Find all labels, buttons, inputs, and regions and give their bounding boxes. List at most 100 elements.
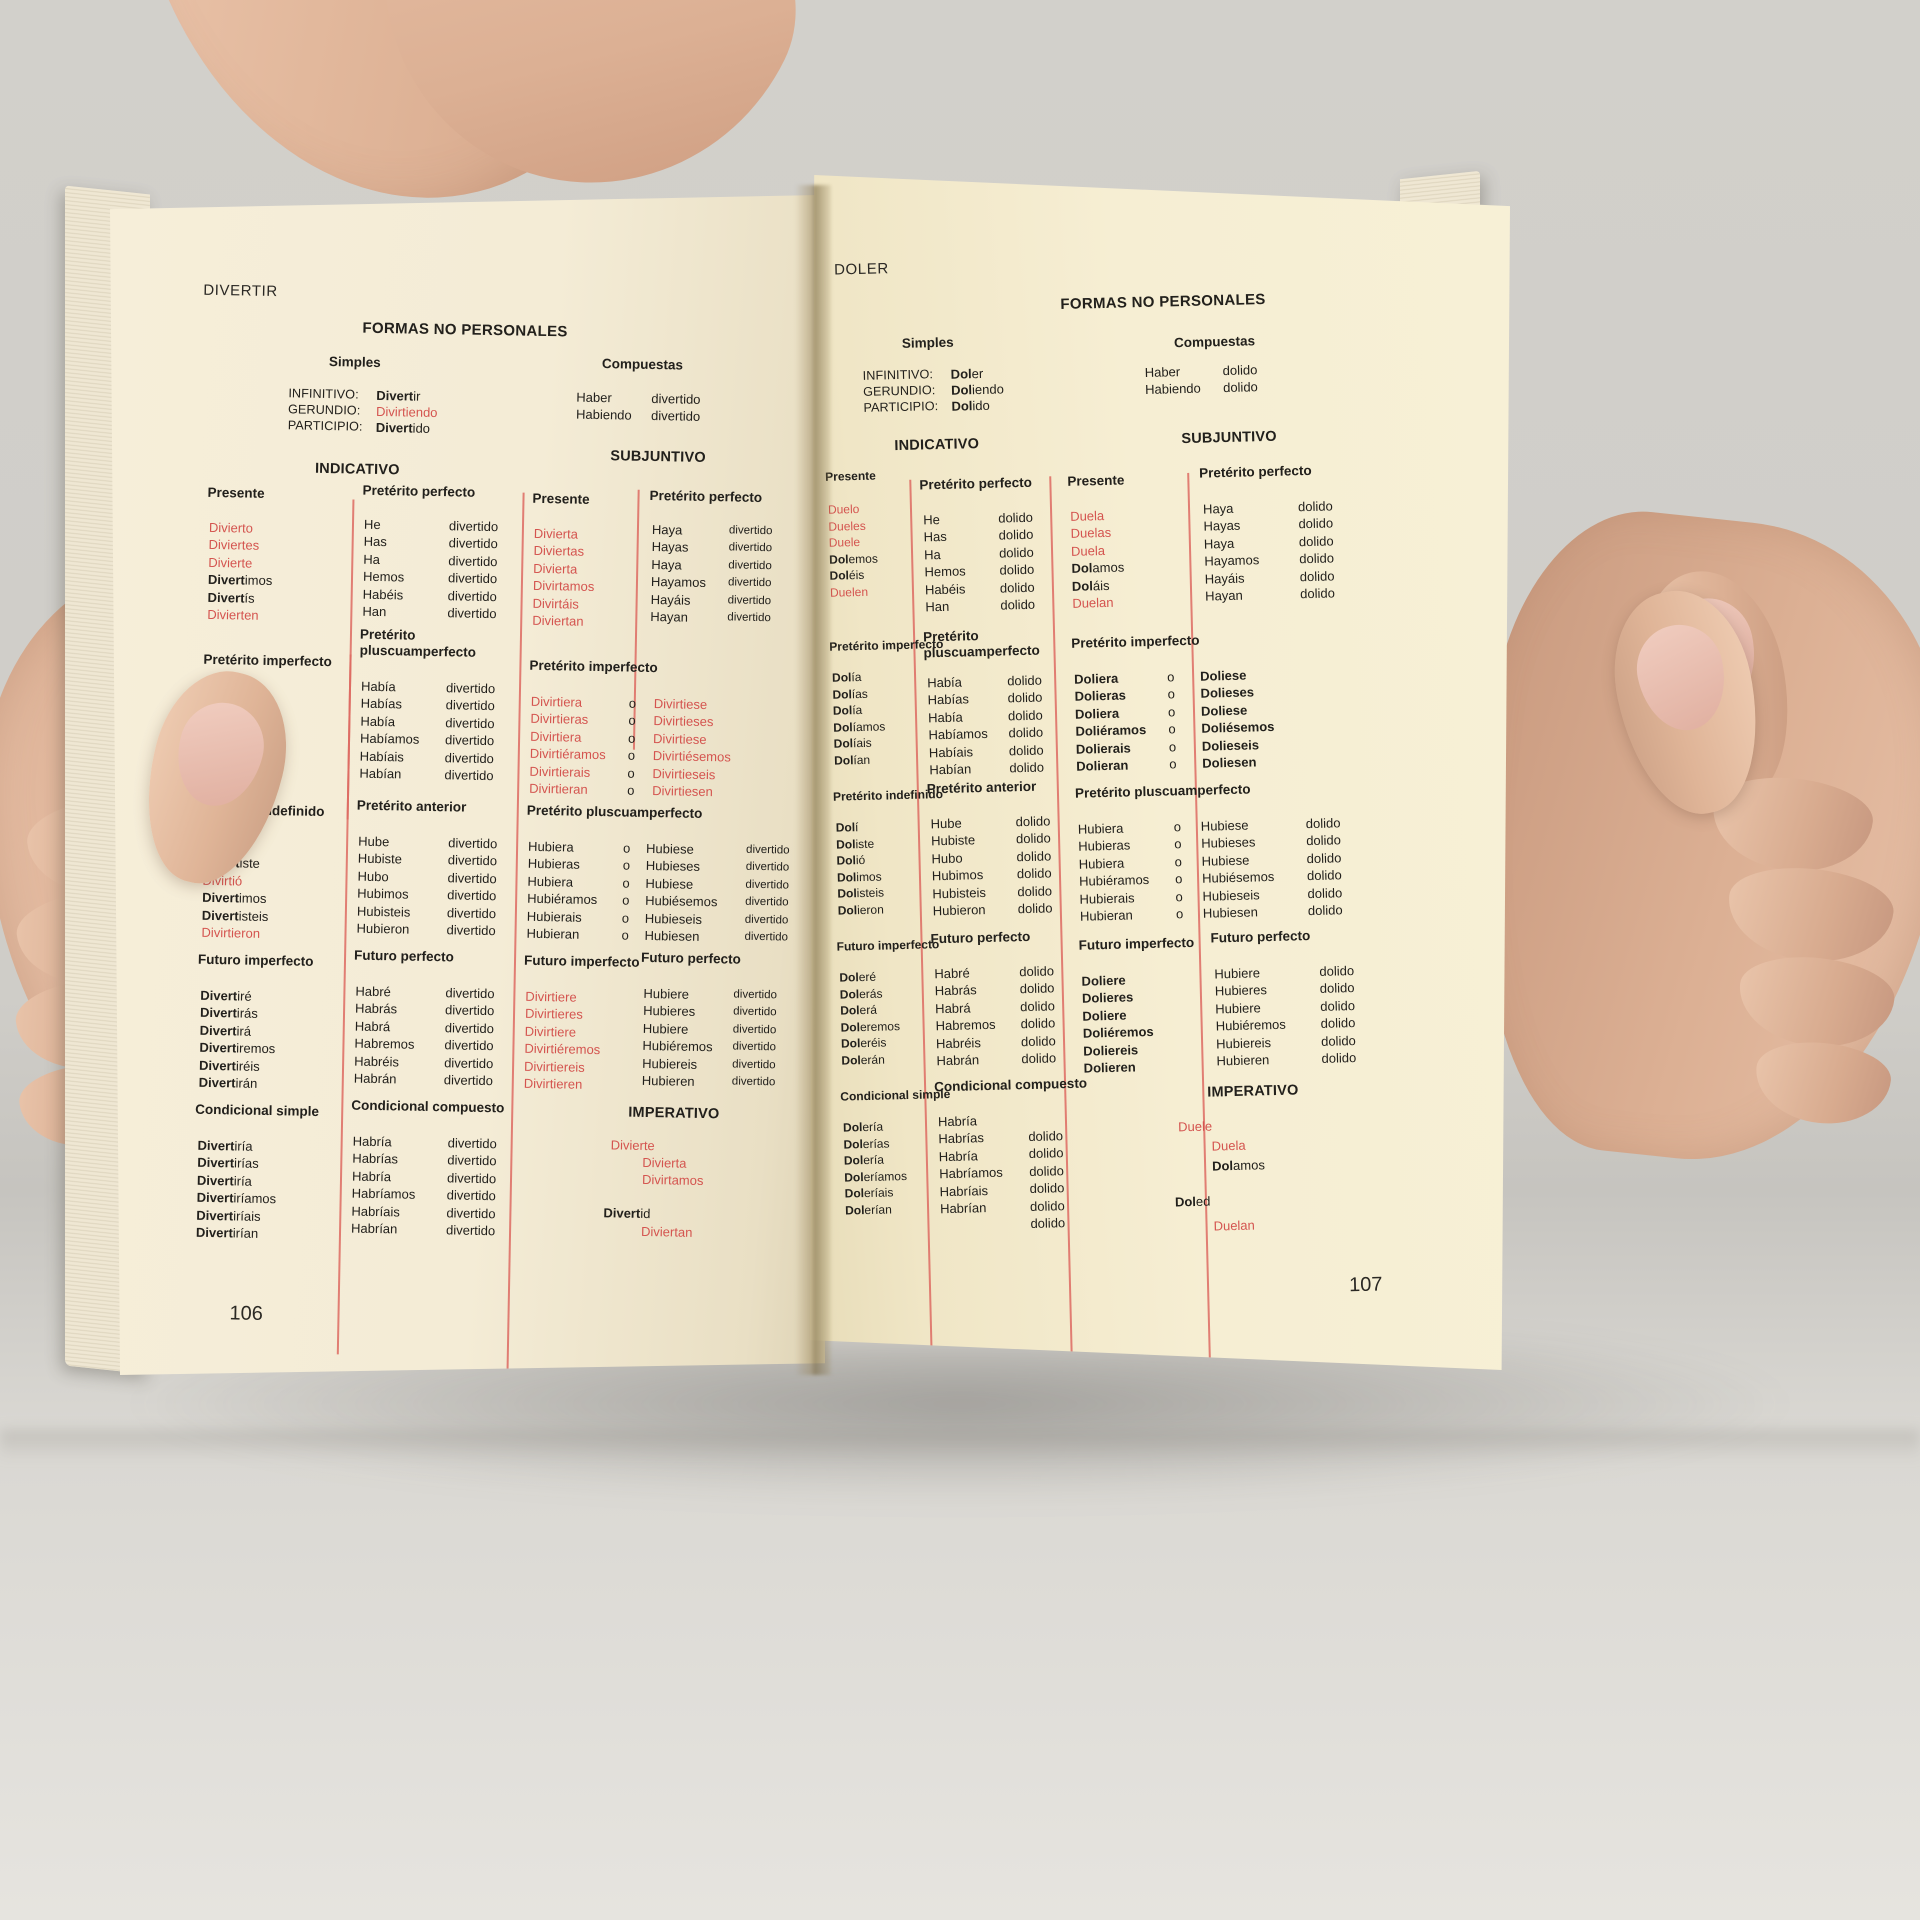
right-page-number: 107 <box>1348 1273 1383 1297</box>
right-running-head: DOLER <box>833 260 889 279</box>
right-sub-pretimp-head: Pretérito imperfecto <box>1071 632 1200 651</box>
left-ind-condcomp-head: Condicional compuesto <box>351 1097 505 1116</box>
right-imp-line3: Dolamos <box>1211 1157 1266 1174</box>
left-participio-label: PARTICIPIO: <box>287 418 363 434</box>
right-sub-futimp-forms: Doliere Dolieres Doliere Doliéremos Doli… <box>1081 972 1154 1076</box>
left-imp-line2: Divierta <box>642 1154 687 1171</box>
right-indicativo-title: INDICATIVO <box>894 436 980 455</box>
right-imp-line4: Doled <box>1174 1193 1211 1210</box>
left-ind-anterior-part: divertido divertido divertido divertido … <box>446 835 498 939</box>
right-compuestas-part: dolido dolido <box>1222 362 1258 396</box>
left-gerundio-label: GERUNDIO: <box>287 402 361 418</box>
right-ind-presente-forms: Duelo Dueles Duele Dolemos Doléis Duelen <box>827 501 879 600</box>
left-sub-pretimp-formsA: Divirtiera Divirtieras Divirtiera Divirt… <box>529 693 606 797</box>
left-infinitivo-label: INFINITIVO: <box>288 386 359 402</box>
left-formas-no-personales-title: FORMAS NO PERSONALES <box>362 319 568 341</box>
left-ind-condsimple-forms: Divertiría Divertirías Divertiría Divert… <box>195 1137 277 1241</box>
left-sub-presente-head: Presente <box>532 490 590 507</box>
right-sub-pretimp-formsA: Doliera Dolieras Doliera Doliéramos Doli… <box>1074 670 1147 774</box>
right-ind-futimp-head: Futuro imperfecto <box>836 937 940 954</box>
right-imp-line5: Duelan <box>1213 1217 1255 1234</box>
right-ind-condcomp-part: dolido dolido dolido dolido dolido dolid… <box>1028 1128 1066 1232</box>
left-ind-pretimp-head: Pretérito imperfecto <box>203 651 332 670</box>
left-running-head: DIVERTIR <box>203 281 278 301</box>
left-sub-futperf-head: Futuro perfecto <box>640 949 741 967</box>
right-ind-pretimp-forms: Dolía Dolías Dolía Dolíamos Dolíais Dolí… <box>831 669 886 768</box>
left-ind-pretperf-aux: He Has Ha Hemos Habéis Han <box>362 516 405 620</box>
right-ind-anterior-aux: Hube Hubiste Hubo Hubimos Hubisteis Hubi… <box>930 815 987 919</box>
left-sub-plusc-conj: o o o o o o <box>621 840 631 943</box>
right-sub-presente-forms: Duela Duelas Duela Dolamos Doláis Duelan <box>1070 508 1125 611</box>
right-sub-plusc-auxA: Hubiera Hubieras Hubiera Hubiéramos Hubi… <box>1077 820 1150 924</box>
left-sub-plusc-auxB: Hubiese Hubieses Hubiese Hubiésemos Hubi… <box>644 840 718 944</box>
left-ind-anterior-aux: Hube Hubiste Hubo Hubimos Hubisteis Hubi… <box>356 833 411 937</box>
left-subjuntivo-title: SUBJUNTIVO <box>610 448 706 466</box>
right-ind-pretperf-head: Pretérito perfecto <box>919 474 1033 493</box>
left-ind-condcomp-aux: Habría Habrías Habría Habríamos Habríais… <box>350 1133 416 1237</box>
left-indicativo-title: INDICATIVO <box>314 460 400 479</box>
right-ind-pretperf-part: dolido dolido dolido dolido dolido dolid… <box>998 509 1036 613</box>
left-ind-plusc-part: divertido divertido divertido divertido … <box>444 680 496 784</box>
right-ind-condcomp-aux: Habría Habrías Habría Habríamos Habríais… <box>937 1113 1003 1217</box>
left-sub-futimp-forms: Divirtiere Divirtieres Divirtiere Divirt… <box>523 988 601 1092</box>
right-sub-futperf-aux: Hubiere Hubieres Hubiere Hubiéremos Hubi… <box>1214 965 1286 1069</box>
right-imperativo-title: IMPERATIVO <box>1207 1082 1299 1101</box>
left-ind-plusc-head: Pretérito pluscuamperfecto <box>359 626 477 660</box>
left-compuestas-label: Compuestas <box>601 356 684 373</box>
left-rule-3 <box>506 492 525 1373</box>
left-ind-futimp-head: Futuro imperfecto <box>197 951 314 969</box>
left-imperativo-title: IMPERATIVO <box>628 1104 720 1123</box>
left-sub-futperf-part: divertido divertido divertido divertido … <box>731 988 778 1089</box>
left-ind-presente-head: Presente <box>207 484 265 501</box>
book-gutter <box>795 185 831 1375</box>
left-thumb-nail-overlay <box>166 693 274 816</box>
left-sub-presente-forms: Divierta Diviertas Divierta Divirtamos D… <box>532 525 595 629</box>
right-infinitivo-label: INFINITIVO: <box>862 367 934 383</box>
left-sub-pretimp-conj: o o o o o o <box>627 695 637 798</box>
left-rule-2 <box>336 654 352 1355</box>
right-sub-pretperf-part: dolido dolido dolido dolido dolido dolid… <box>1297 498 1336 602</box>
right-ind-futperf-head: Futuro perfecto <box>930 928 1031 947</box>
left-compuestas-part: divertido divertido <box>650 390 701 425</box>
right-participio-label: PARTICIPIO: <box>863 399 939 415</box>
right-sub-pretimp-formsB: Doliese Dolieses Doliese Doliésemos Doli… <box>1199 667 1275 771</box>
right-compuestas-aux: Haber Habiendo <box>1144 364 1201 398</box>
left-ind-futperf-part: divertido divertido divertido divertido … <box>443 985 495 1089</box>
right-ind-pretperf-aux: He Has Ha Hemos Habéis Han <box>923 512 966 615</box>
right-sub-plusc-conj: o o o o o o <box>1173 819 1184 922</box>
left-participio-form: Divertido <box>375 419 431 436</box>
right-ind-anterior-part: dolido dolido dolido dolido dolido dolid… <box>1015 813 1053 917</box>
right-formas-no-personales-title: FORMAS NO PERSONALES <box>1060 291 1266 314</box>
left-compuestas-aux: Haber Habiendo <box>575 389 632 424</box>
right-compuestas-label: Compuestas <box>1173 333 1256 351</box>
right-ind-plusc-aux: Había Habías Había Habíamos Habíais Habí… <box>927 674 988 778</box>
left-sub-pretperf-part: divertido divertido divertido divertido … <box>727 524 773 625</box>
left-ind-pretperf-part: divertido divertido divertido divertido … <box>447 518 499 622</box>
left-imp-line5: Diviertan <box>640 1223 693 1240</box>
left-ind-futperf-aux: Habré Habrás Habrá Habremos Habréis Habr… <box>353 983 415 1087</box>
right-ind-presente-head: Presente <box>824 468 877 484</box>
left-ind-condcomp-part: divertido divertido divertido divertido … <box>445 1135 497 1239</box>
right-ind-indef-forms: Dolí Doliste Dolió Dolimos Dolisteis Dol… <box>835 820 885 918</box>
left-ind-plusc-aux: Había Habías Había Habíamos Habíais Habí… <box>359 678 420 782</box>
right-sub-futimp-head: Futuro imperfecto <box>1078 934 1195 953</box>
left-ind-futimp-forms: Divertiré Divertirás Divertirá Divertire… <box>198 987 276 1091</box>
right-simples-label: Simples <box>901 334 954 351</box>
left-imp-line4: Divertid <box>603 1205 651 1222</box>
left-sub-pretimp-formsB: Divirtiese Divirtieses Divirtiese Divirt… <box>652 696 731 800</box>
right-sub-pretperf-head: Pretérito perfecto <box>1199 462 1312 481</box>
right-gerundio-label: GERUNDIO: <box>862 383 936 399</box>
left-sub-pretperf-aux: Haya Hayas Haya Hayamos Hayáis Hayan <box>650 521 707 625</box>
left-sub-plusc-auxA: Hubiera Hubieras Hubiera Hubiéramos Hubi… <box>526 838 598 942</box>
left-ind-presente-forms: Divierto Diviertes Divierte Divertimos D… <box>207 519 273 623</box>
right-thumb-nail-overlay <box>1628 616 1735 739</box>
left-imp-line1: Divierte <box>610 1137 655 1154</box>
left-sub-plusc-part: divertido divertido divertido divertido … <box>744 843 790 944</box>
right-sub-futperf-head: Futuro perfecto <box>1210 928 1311 946</box>
left-simples-label: Simples <box>328 354 381 370</box>
right-finger-2 <box>1723 860 1898 970</box>
left-sub-futperf-aux: Hubiere Hubieres Hubiere Hubiéremos Hubi… <box>641 985 713 1089</box>
right-ind-plusc-head: Pretérito pluscuamperfecto <box>922 628 1040 661</box>
right-sub-plusc-head: Pretérito pluscuamperfecto <box>1074 781 1251 801</box>
